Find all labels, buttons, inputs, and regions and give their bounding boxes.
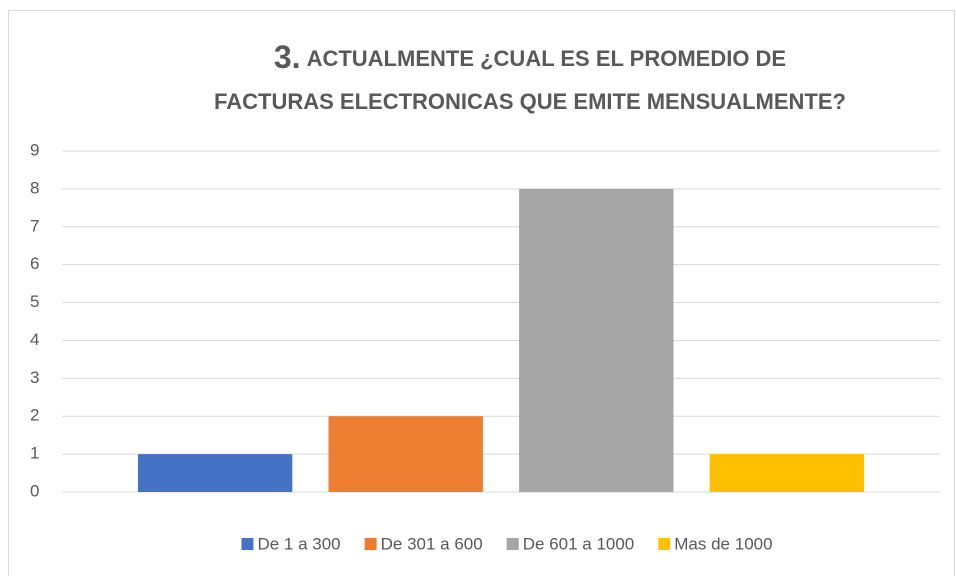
chart-title: 3. ACTUALMENTE ¿CUAL ES EL PROMEDIO DE bbox=[274, 39, 786, 75]
y-tick-label: 6 bbox=[30, 254, 39, 273]
bar bbox=[519, 188, 674, 492]
y-tick-label: 2 bbox=[30, 406, 39, 425]
legend-swatch bbox=[241, 538, 254, 550]
legend-swatch bbox=[506, 538, 519, 550]
legend-label: De 301 a 600 bbox=[381, 534, 483, 553]
y-tick-label: 1 bbox=[30, 444, 39, 463]
bar bbox=[137, 454, 293, 492]
chart-title: FACTURAS ELECTRONICAS QUE EMITE MENSUALM… bbox=[214, 89, 846, 114]
legend-label: Mas de 1000 bbox=[674, 534, 772, 553]
y-tick-label: 9 bbox=[30, 140, 39, 159]
y-tick-label: 8 bbox=[30, 178, 39, 197]
y-tick-label: 4 bbox=[30, 330, 39, 349]
y-tick-label: 0 bbox=[30, 481, 39, 500]
legend-label: De 1 a 300 bbox=[257, 534, 340, 553]
title-line: ACTUALMENTE ¿CUAL ES EL PROMEDIO DE bbox=[307, 46, 787, 71]
title-number: 3. bbox=[274, 39, 301, 75]
bar bbox=[328, 416, 483, 492]
legend-swatch bbox=[364, 538, 377, 550]
y-tick-label: 7 bbox=[30, 216, 39, 235]
legend-label: De 601 a 1000 bbox=[523, 534, 635, 553]
y-tick-label: 3 bbox=[30, 368, 39, 387]
y-tick-label: 5 bbox=[30, 292, 39, 311]
legend-swatch bbox=[658, 538, 671, 550]
bar bbox=[709, 454, 865, 492]
